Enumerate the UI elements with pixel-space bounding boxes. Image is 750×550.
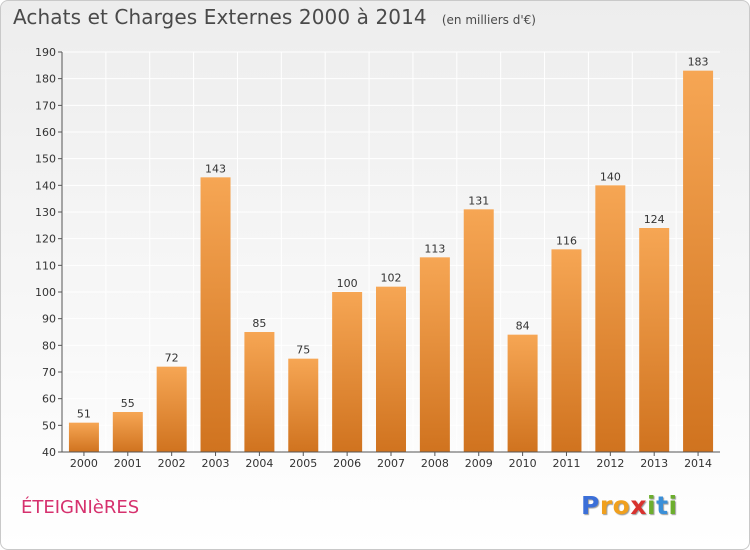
x-tick-label: 2000 <box>70 457 98 470</box>
y-tick-label: 170 <box>35 99 56 112</box>
y-tick-label: 50 <box>42 419 56 432</box>
y-tick-label: 80 <box>42 339 56 352</box>
x-tick-label: 2001 <box>114 457 142 470</box>
bar <box>463 209 494 452</box>
x-tick-label: 2011 <box>552 457 580 470</box>
x-tick-label: 2005 <box>289 457 317 470</box>
logo-letter: r <box>599 491 613 520</box>
bar <box>200 177 231 453</box>
y-tick-label: 60 <box>42 393 56 406</box>
bar <box>288 358 319 452</box>
x-tick-label: 2013 <box>640 457 668 470</box>
x-tick-label: 2014 <box>684 457 712 470</box>
bar <box>419 257 450 452</box>
x-tick-label: 2002 <box>158 457 186 470</box>
data-label: 84 <box>516 320 530 333</box>
y-tick-label: 130 <box>35 206 56 219</box>
y-tick-label: 100 <box>35 286 56 299</box>
y-tick-label: 90 <box>42 313 56 326</box>
x-tick-label: 2003 <box>202 457 230 470</box>
title-block: Achats et Charges Externes 2000 à 2014 (… <box>13 5 536 29</box>
x-tick-label: 2009 <box>465 457 493 470</box>
bar <box>595 185 626 453</box>
y-tick-label: 160 <box>35 126 56 139</box>
data-label: 143 <box>205 162 226 175</box>
bar <box>639 228 670 452</box>
bar <box>244 332 275 452</box>
bar <box>683 70 714 453</box>
x-tick-label: 2007 <box>377 457 405 470</box>
data-label: 183 <box>688 56 709 69</box>
proxiti-logo[interactable]: Proxiti <box>581 491 678 520</box>
data-label: 124 <box>644 213 665 226</box>
bar <box>507 334 538 452</box>
bar <box>332 292 363 452</box>
label-layer: 51 55 72 143 85 75 100 102 113 131 84 116 140 124 183 <box>77 56 709 421</box>
logo-letter: t <box>656 491 669 520</box>
data-label: 55 <box>121 397 135 410</box>
data-label: 75 <box>296 344 310 357</box>
x-tick-label: 2012 <box>596 457 624 470</box>
y-tick-label: 110 <box>35 259 56 272</box>
y-tick-label: 70 <box>42 366 56 379</box>
bar <box>68 422 99 452</box>
x-tick-label: 2006 <box>333 457 361 470</box>
bar <box>551 249 582 452</box>
data-label: 100 <box>337 277 358 290</box>
y-tick-label: 120 <box>35 233 56 246</box>
commune-name: ÉTEIGNIèRES <box>21 497 140 518</box>
data-label: 85 <box>252 317 266 330</box>
chart-subtitle: (en milliers d'€) <box>441 13 536 27</box>
logo-letter: x <box>630 491 647 520</box>
bar-layer <box>68 70 714 453</box>
y-tick-label: 190 <box>35 46 56 59</box>
logo-letter: i <box>647 491 657 520</box>
logo-letter: i <box>668 491 678 520</box>
bar <box>156 366 187 452</box>
y-tick-label: 140 <box>35 179 56 192</box>
logo-letter: o <box>612 491 631 520</box>
data-label: 102 <box>381 272 402 285</box>
logo-letter: P <box>581 491 600 520</box>
x-tick-label: 2008 <box>421 457 449 470</box>
bar <box>112 412 143 452</box>
y-tick-label: 150 <box>35 153 56 166</box>
data-label: 131 <box>468 194 489 207</box>
data-label: 72 <box>165 352 179 365</box>
data-label: 51 <box>77 408 91 421</box>
y-tick-label: 180 <box>35 73 56 86</box>
data-label: 113 <box>424 242 445 255</box>
bar <box>376 286 406 452</box>
chart-title: Achats et Charges Externes 2000 à 2014 <box>13 5 427 29</box>
y-tick-label: 40 <box>42 446 56 459</box>
x-tick-label: 2004 <box>245 457 273 470</box>
x-tick-label: 2010 <box>509 457 537 470</box>
axis-layer: 40 50 60 70 80 90 100 110 120 130 140 150 160 170 180 1… <box>35 46 720 470</box>
data-label: 140 <box>600 170 621 183</box>
data-label: 116 <box>556 234 577 247</box>
